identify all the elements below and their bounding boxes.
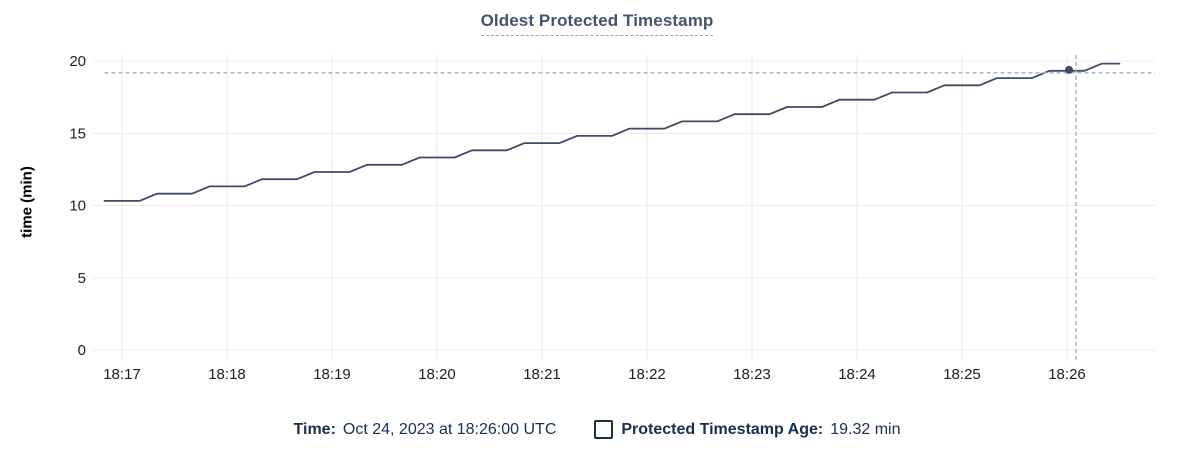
svg-text:18:19: 18:19 [313,366,351,383]
legend-series-label: Protected Timestamp Age: [621,420,824,438]
svg-text:0: 0 [78,342,86,359]
svg-text:18:25: 18:25 [943,366,981,383]
series-toggle-checkbox[interactable] [594,420,614,439]
legend-time-label: Time: [293,420,336,438]
legend-time-group: Time: Oct 24, 2023 at 18:26:00 UTC [294,421,557,439]
svg-text:18:18: 18:18 [208,366,246,383]
hover-crosshair [104,55,1155,361]
legend-series-value: 19.32 min [830,420,901,438]
legend-time-value: Oct 24, 2023 at 18:26:00 UTC [342,420,557,438]
hover-dot [1065,65,1073,74]
data-line-series [103,62,1121,202]
x-axis-tick-labels: 18:17 18:18 18:19 18:20 18:21 18:22 18:23 18:24… [103,366,1086,383]
svg-text:18:22: 18:22 [628,366,666,383]
svg-text:18:20: 18:20 [418,366,456,383]
vertical-gridlines [121,55,1068,361]
chart-legend: Time: Oct 24, 2023 at 18:26:00 UTC Prote… [0,420,1194,439]
chart-header: Oldest Protected Timestamp [0,11,1194,36]
svg-text:18:23: 18:23 [733,366,771,383]
svg-text:15: 15 [69,125,86,142]
chart-title[interactable]: Oldest Protected Timestamp [480,11,714,36]
plot-area[interactable] [93,55,1155,361]
svg-text:18:17: 18:17 [103,366,141,383]
svg-text:20: 20 [69,53,86,70]
legend-series-group: Protected Timestamp Age: 19.32 min [594,420,900,439]
svg-text:18:24: 18:24 [838,366,876,383]
svg-text:18:26: 18:26 [1048,366,1086,383]
y-axis-tick-labels: 0 5 10 15 20 [69,53,86,359]
svg-text:18:21: 18:21 [523,366,561,383]
svg-text:10: 10 [69,198,86,215]
svg-text:5: 5 [78,270,86,287]
horizontal-gridlines [93,60,1155,351]
